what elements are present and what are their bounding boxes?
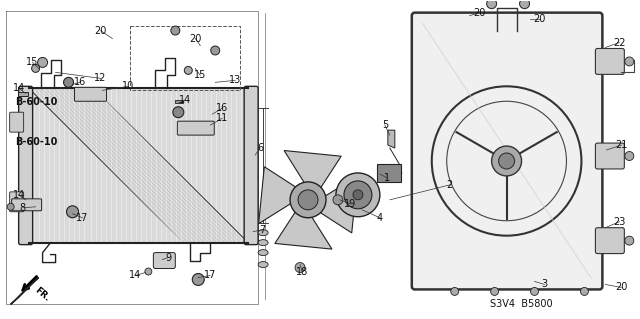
Circle shape [7,203,14,210]
FancyBboxPatch shape [595,143,625,169]
Ellipse shape [63,78,74,87]
Text: B-60-10: B-60-10 [15,137,57,147]
Polygon shape [318,176,357,233]
Text: 20: 20 [615,282,628,293]
FancyBboxPatch shape [595,48,625,74]
FancyBboxPatch shape [412,13,602,289]
Text: FR.: FR. [33,286,51,303]
Text: 22: 22 [613,38,625,48]
FancyBboxPatch shape [154,253,175,269]
Bar [29,88,248,243]
Circle shape [499,153,515,169]
Text: 14: 14 [13,190,25,200]
Polygon shape [388,130,395,148]
Text: 9: 9 [165,253,172,263]
Circle shape [625,152,634,160]
FancyBboxPatch shape [18,92,28,96]
Ellipse shape [192,273,204,286]
FancyBboxPatch shape [10,112,24,132]
Text: 10: 10 [122,81,134,91]
Ellipse shape [173,107,184,118]
Text: 5: 5 [381,120,388,130]
Ellipse shape [258,240,268,246]
Text: 14: 14 [129,271,141,280]
FancyBboxPatch shape [175,100,183,103]
Polygon shape [259,167,298,224]
FancyBboxPatch shape [177,121,214,135]
Ellipse shape [258,230,268,236]
Ellipse shape [258,249,268,256]
Text: 11: 11 [216,113,228,123]
Circle shape [38,57,47,67]
FancyBboxPatch shape [12,199,42,211]
Text: 20: 20 [474,8,486,18]
Text: 13: 13 [229,75,241,85]
Text: 19: 19 [344,199,356,209]
Circle shape [298,190,318,210]
Circle shape [295,263,305,272]
Ellipse shape [67,206,79,218]
Text: 16: 16 [216,103,228,113]
Text: 14: 14 [179,95,191,105]
Text: 23: 23 [613,217,625,227]
Bar [131,26,240,90]
FancyBboxPatch shape [377,164,401,182]
Text: 14: 14 [13,83,25,93]
Circle shape [625,236,634,245]
Text: 16: 16 [74,77,86,87]
Circle shape [451,287,459,295]
Text: 7: 7 [259,225,265,235]
Ellipse shape [258,262,268,268]
Circle shape [145,268,152,275]
Text: 17: 17 [204,271,216,280]
Circle shape [531,287,538,295]
Polygon shape [275,210,332,249]
Circle shape [344,181,372,209]
Text: 12: 12 [94,73,107,83]
Text: 6: 6 [257,143,263,153]
Text: 15: 15 [194,70,207,80]
Text: 1: 1 [384,173,390,183]
Circle shape [211,46,220,55]
Polygon shape [284,151,341,190]
Circle shape [520,0,529,9]
Circle shape [333,195,343,205]
Text: 4: 4 [377,213,383,223]
Circle shape [336,173,380,217]
Text: 2: 2 [447,180,453,190]
Circle shape [184,66,192,74]
Text: 8: 8 [20,203,26,213]
FancyBboxPatch shape [74,87,106,101]
Circle shape [31,64,40,72]
Text: 20: 20 [189,33,202,43]
Text: S3V4  B5800: S3V4 B5800 [490,299,552,309]
FancyBboxPatch shape [10,192,24,212]
Text: 20: 20 [533,14,546,24]
Text: 17: 17 [76,213,89,223]
Circle shape [171,26,180,35]
Circle shape [625,57,634,66]
Text: 20: 20 [94,26,107,35]
Circle shape [580,287,588,295]
FancyBboxPatch shape [595,228,625,254]
Circle shape [290,182,326,218]
Polygon shape [11,278,38,304]
Text: 18: 18 [296,266,308,277]
Text: 15: 15 [26,57,39,67]
FancyBboxPatch shape [19,86,33,245]
Text: B-60-10: B-60-10 [15,97,57,107]
Circle shape [353,190,363,200]
Text: 21: 21 [615,140,628,150]
Circle shape [492,146,522,176]
Circle shape [491,287,499,295]
FancyBboxPatch shape [244,86,258,245]
Text: 3: 3 [541,279,548,289]
Circle shape [486,0,497,9]
